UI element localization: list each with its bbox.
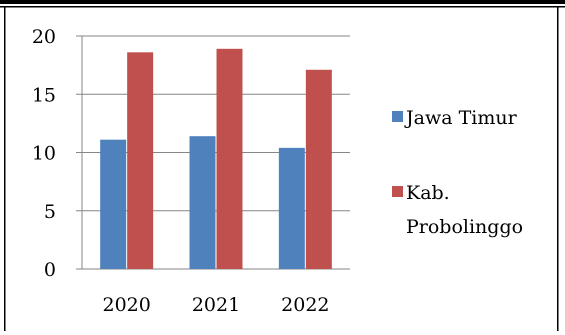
top-border bbox=[0, 0, 565, 4]
legend: Jawa Timur Kab. Probolinggo bbox=[392, 107, 523, 238]
legend-swatch bbox=[392, 111, 403, 122]
bar-jawa-timur-2020 bbox=[100, 139, 127, 269]
right-border bbox=[557, 6, 559, 331]
bars bbox=[100, 48, 332, 270]
y-tick-label: 5 bbox=[44, 201, 56, 223]
left-border bbox=[4, 6, 6, 331]
x-tick-label: 2022 bbox=[281, 294, 329, 316]
bar-jawa-timur-2021 bbox=[189, 136, 216, 269]
bar-kab-probolinggo-2020 bbox=[127, 52, 154, 270]
bar-kab-probolinggo-2022 bbox=[305, 69, 332, 269]
bar-kab-probolinggo-2021 bbox=[216, 48, 243, 269]
x-tick-label: 2020 bbox=[102, 294, 150, 316]
legend-label: Kab. bbox=[406, 182, 450, 204]
y-tick-label: 15 bbox=[32, 84, 56, 106]
x-tick-label: 2021 bbox=[192, 294, 240, 316]
bar-jawa-timur-2022 bbox=[278, 147, 305, 269]
y-tick-label: 10 bbox=[32, 143, 56, 165]
legend-label: Probolinggo bbox=[406, 216, 523, 238]
legend-label: Jawa Timur bbox=[404, 107, 518, 129]
y-tick-label: 0 bbox=[44, 259, 56, 281]
legend-swatch bbox=[392, 186, 403, 197]
top-border-inner-line bbox=[0, 6, 565, 8]
y-tick-label: 20 bbox=[32, 26, 56, 48]
